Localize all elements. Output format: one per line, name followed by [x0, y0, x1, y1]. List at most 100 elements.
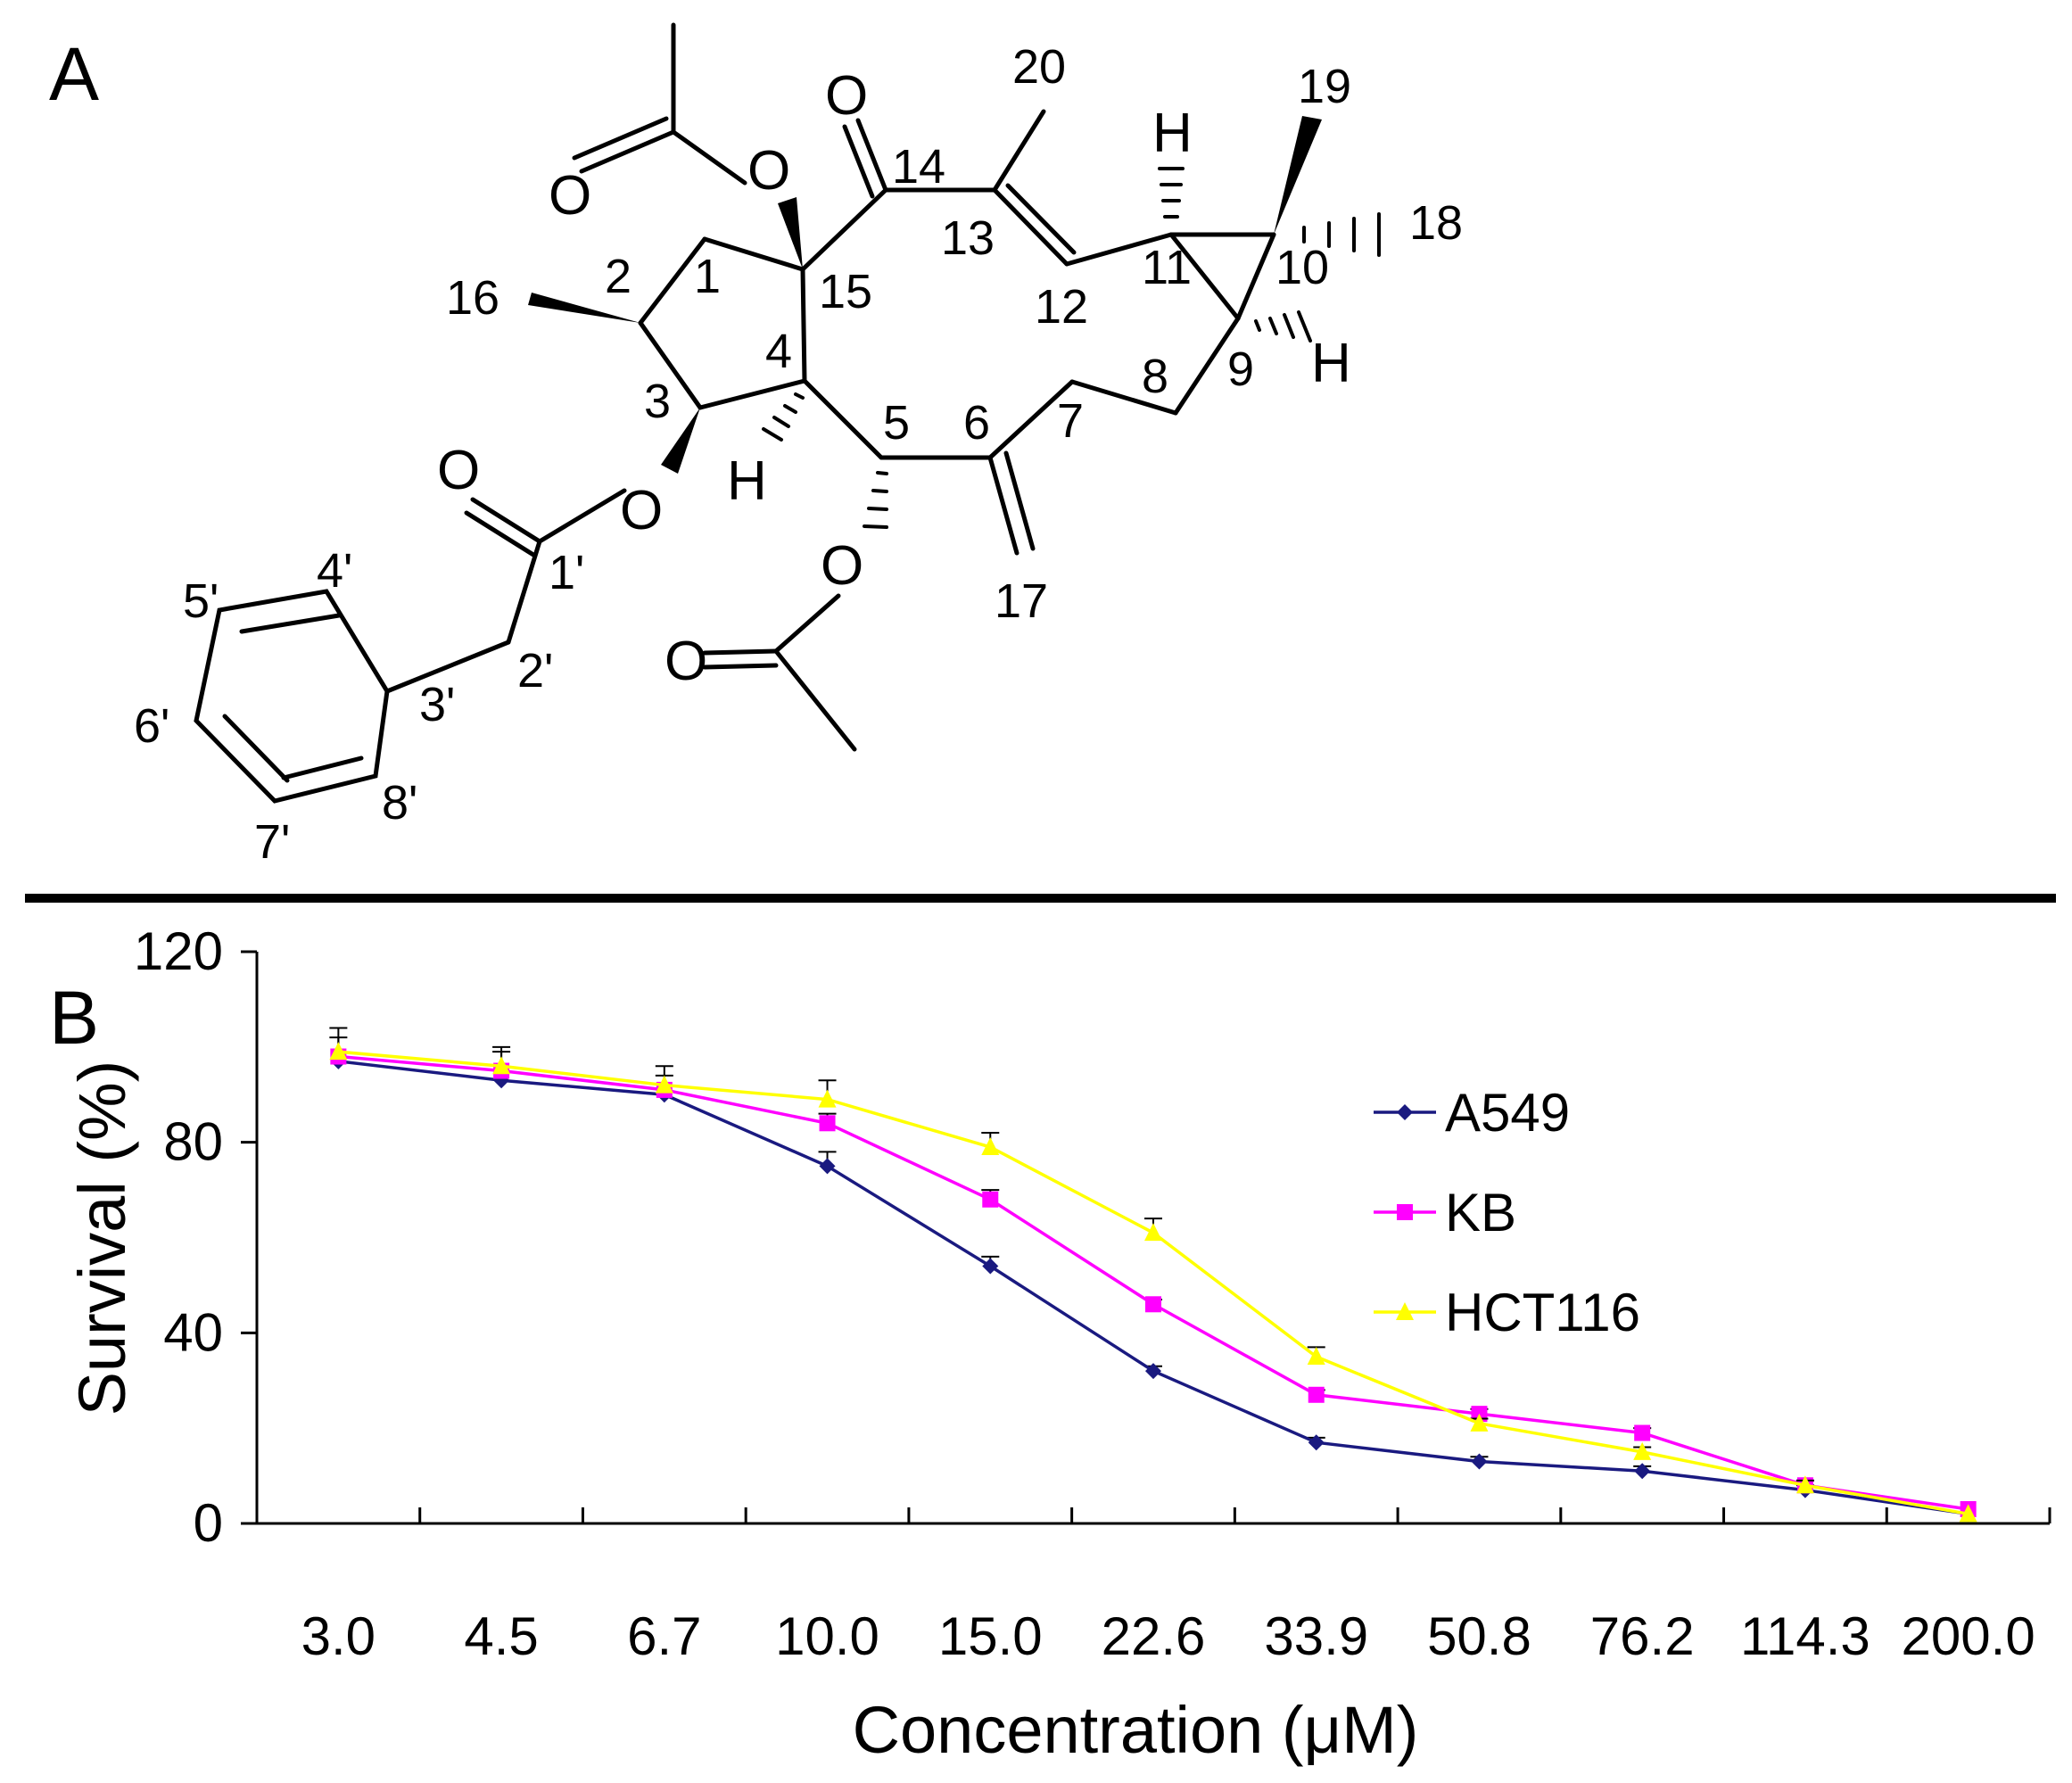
structure-bonds — [194, 22, 1276, 804]
atom-number: 9 — [1227, 343, 1254, 396]
panel-b: B 0 40 80 120 Survival (%) 3.0 4.5 6.7 10.0 15.… — [49, 921, 2051, 1767]
data-point — [1308, 1434, 1325, 1451]
x-tick-label: 4.5 — [464, 1606, 538, 1666]
oxygen-atom: O — [825, 65, 868, 127]
atom-number: 6' — [134, 699, 169, 753]
data-point — [1144, 1223, 1162, 1242]
data-point — [492, 1056, 511, 1075]
legend-marker — [1396, 1302, 1414, 1320]
legend-entry: KB — [1374, 1183, 1516, 1242]
data-point — [982, 1191, 999, 1208]
legend-label: HCT116 — [1445, 1283, 1640, 1342]
plot-series — [329, 1027, 1977, 1523]
atom-number: 2' — [517, 644, 553, 698]
atom-number: 8 — [1142, 350, 1168, 403]
series-a549 — [330, 1052, 1977, 1523]
legend-marker — [1397, 1104, 1413, 1120]
atom-number: 5 — [883, 396, 910, 450]
data-point — [655, 1075, 673, 1094]
atom-number: 4 — [765, 325, 792, 378]
series-line — [338, 1050, 1969, 1516]
atom-number: 16 — [446, 271, 499, 325]
data-point — [1145, 1363, 1161, 1380]
y-tick-label: 0 — [194, 1493, 223, 1553]
x-ticks: 3.0 4.5 6.7 10.0 15.0 22.6 33.9 50.8 76.2 114.3 20… — [301, 1507, 2051, 1666]
panel-a: A — [49, 22, 1463, 869]
oxygen-atom: O — [747, 140, 790, 202]
atom-number: 7 — [1057, 394, 1084, 448]
atom-number: 13 — [941, 211, 995, 265]
x-tick-label: 50.8 — [1427, 1606, 1531, 1666]
y-tick-label: 80 — [163, 1112, 223, 1172]
series-hct116 — [329, 1027, 1977, 1523]
x-axis: 3.0 4.5 6.7 10.0 15.0 22.6 33.9 50.8 76.2 114.3 20… — [257, 1507, 2051, 1767]
atom-number: 18 — [1409, 196, 1463, 250]
legend: A549 KB HCT116 — [1374, 1083, 1640, 1342]
x-tick-label: 3.0 — [301, 1606, 376, 1666]
atom-number: 15 — [819, 265, 872, 318]
x-tick-label: 33.9 — [1264, 1606, 1368, 1666]
data-point — [1307, 1347, 1325, 1366]
data-point — [819, 1158, 836, 1175]
series-kb — [329, 1036, 1977, 1517]
structure-atom-numbers: 1 2 3 4 5 6 7 8 9 10 11 12 13 14 15 16 1… — [134, 40, 1463, 869]
y-axis: 0 40 80 120 Survival (%) — [65, 921, 259, 1553]
series-line — [338, 1060, 1969, 1516]
oxygen-atom: O — [437, 440, 480, 501]
x-tick-label: 76.2 — [1590, 1606, 1695, 1666]
legend-entry: A549 — [1374, 1083, 1570, 1143]
atom-number: 1 — [694, 250, 721, 303]
data-point — [1471, 1453, 1488, 1470]
structure-hashed-bonds — [762, 167, 1381, 529]
atom-number: 20 — [1012, 40, 1066, 94]
atom-number: 6 — [963, 396, 990, 450]
oxygen-atom: O — [620, 480, 663, 541]
legend-label: A549 — [1445, 1083, 1570, 1143]
oxygen-atom: O — [549, 165, 591, 227]
x-tick-label: 15.0 — [938, 1606, 1043, 1666]
legend-label: KB — [1445, 1183, 1516, 1242]
atom-number: 10 — [1275, 241, 1329, 294]
data-point — [329, 1042, 348, 1061]
data-point — [819, 1115, 836, 1132]
x-tick-label: 10.0 — [775, 1606, 879, 1666]
atom-number: 1' — [549, 546, 584, 599]
x-tick-label: 200.0 — [1902, 1606, 2035, 1666]
data-point — [1634, 1424, 1651, 1441]
x-tick-label: 114.3 — [1740, 1606, 1870, 1666]
atom-number: 14 — [892, 140, 945, 194]
data-point — [982, 1258, 999, 1275]
y-tick-label: 120 — [134, 921, 223, 981]
hydrogen-atom: H — [1152, 103, 1193, 164]
legend-entry: HCT116 — [1374, 1283, 1640, 1342]
data-point — [1633, 1441, 1652, 1460]
x-tick-label: 22.6 — [1102, 1606, 1206, 1666]
x-tick-label: 6.7 — [627, 1606, 701, 1666]
atom-number: 5' — [183, 574, 219, 628]
hydrogen-atom: H — [727, 450, 767, 512]
structure-atom-labels: O O O O O O O H H H — [437, 65, 1351, 692]
atom-number: 11 — [1142, 241, 1192, 294]
atom-number: 3 — [644, 375, 671, 428]
atom-number: 7' — [254, 815, 290, 869]
atom-number: 4' — [317, 544, 352, 598]
y-axis-title: Survival (%) — [65, 1061, 139, 1416]
y-tick-label: 40 — [163, 1302, 223, 1362]
x-axis-title: Concentration (μM) — [853, 1693, 1419, 1767]
atom-number: 19 — [1298, 60, 1351, 113]
atom-number: 8' — [382, 776, 417, 830]
atom-number: 2 — [605, 250, 632, 303]
atom-number: 17 — [995, 574, 1048, 628]
panel-b-label: B — [49, 976, 99, 1060]
data-point — [1308, 1386, 1325, 1403]
data-point — [1145, 1296, 1161, 1313]
data-point — [818, 1089, 837, 1108]
oxygen-atom: O — [665, 631, 707, 692]
data-point — [1959, 1504, 1977, 1523]
data-point — [981, 1137, 1000, 1156]
oxygen-atom: O — [821, 535, 863, 597]
structure-stereo-bonds — [528, 116, 1322, 474]
y-ticks: 0 40 80 120 — [134, 921, 257, 1553]
legend-marker — [1397, 1204, 1413, 1220]
